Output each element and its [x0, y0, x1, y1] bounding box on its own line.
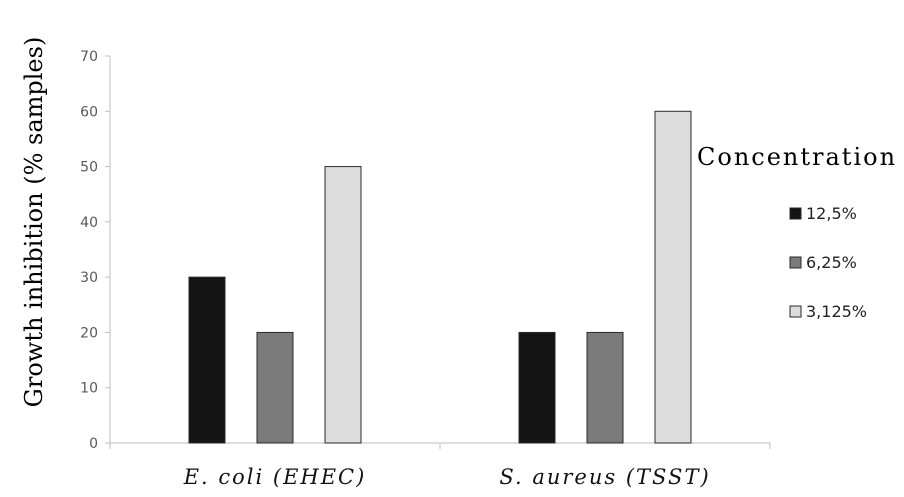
y-tick-label: 40: [80, 215, 98, 231]
bar-1-2: [654, 110, 692, 444]
y-tick-label: 50: [80, 160, 98, 176]
y-tick-label: 0: [89, 436, 98, 452]
bar-1-0: [518, 331, 556, 444]
legend-label: 12,5%: [806, 204, 857, 223]
legend-label: 3,125%: [806, 302, 867, 321]
legend-title: Concentration: [697, 143, 897, 171]
x-category-label: S. aureus (TSST): [499, 465, 710, 489]
legend-swatch: [789, 207, 802, 220]
y-tick-label: 70: [80, 49, 98, 65]
legend-swatch: [789, 305, 802, 318]
y-tick-label: 30: [80, 270, 98, 286]
x-category-label: E. coli (EHEC): [183, 465, 367, 489]
bar-0-0: [188, 276, 226, 444]
y-tick-label: 60: [80, 104, 98, 120]
y-axis: 0 10 20 30 40 50 60 70: [80, 49, 111, 452]
legend-label: 6,25%: [806, 253, 857, 272]
x-axis: E. coli (EHEC) S. aureus (TSST): [109, 442, 771, 489]
bar-0-2: [324, 166, 362, 444]
y-tick-label: 10: [80, 381, 98, 397]
legend: Concentration 12,5% 6,25% 3,125%: [697, 143, 897, 321]
y-axis-label: Growth inhibition (% samples): [20, 37, 48, 408]
bar-1-1: [586, 331, 624, 444]
bars: [188, 110, 692, 444]
legend-swatch: [789, 256, 802, 269]
bar-0-1: [256, 331, 294, 444]
y-tick-label: 20: [80, 325, 98, 341]
